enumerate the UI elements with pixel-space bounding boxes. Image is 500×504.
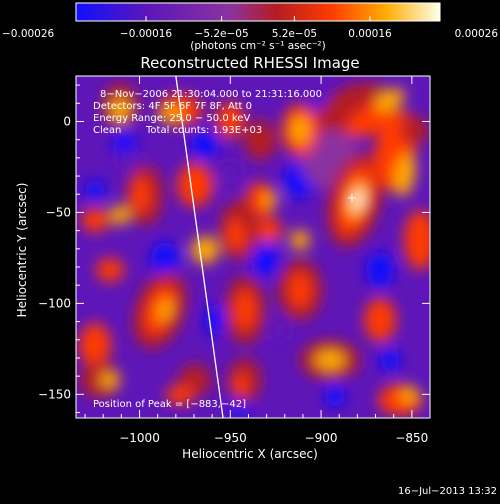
x-tick-label: −900 [305,431,338,445]
peak-position-label: Position of Peak = [−883,−42] [93,399,246,410]
chart-title: Reconstructed RHESSI Image [140,54,359,72]
x-tick-label: −950 [214,431,247,445]
emission-blob [404,210,430,270]
emission-blob [352,190,364,210]
colorbar-tick-label: 0.00026 [455,28,499,40]
emission-blob [110,205,130,225]
generation-timestamp: 16−Jul−2013 13:32 [398,486,497,497]
annotation-time-range: 8−Nov−2006 21:30:04.000 to 21:31:16.000 [100,89,322,100]
y-axis: 0 −50 −100 −150 [38,84,430,414]
x-axis-label: Heliocentric X (arcsec) [182,447,318,461]
x-axis: −1000 −950 −900 −850 [84,76,431,445]
colorbar-unit-label: (photons cm⁻² s⁻¹ asec⁻²) [190,40,325,52]
y-tick-label: −100 [38,296,71,310]
emission-blob [157,298,173,322]
emission-blob [375,88,405,112]
emission-blob [191,131,219,159]
emission-blob [81,208,109,232]
emission-blob [85,180,105,200]
emission-blob [290,230,310,250]
colorbar-tick-label: −0.00016 [120,28,173,40]
emission-blob [100,372,120,388]
annotation-detectors: Detectors: 4F 5F 6F 7F 8F, Att 0 [93,101,252,112]
emission-blob [116,150,144,170]
emission-blob [232,373,248,397]
emission-blob [315,350,345,370]
emission-blob [234,290,256,330]
emission-blob [244,120,276,160]
emission-blob [270,316,290,344]
emission-blob [130,177,150,213]
plot-frame [75,75,431,419]
emission-blob [79,323,111,367]
emission-blob [380,348,400,372]
emission-blob [158,107,182,123]
peak-marker [347,193,356,202]
annotation-clean: Clean [93,125,121,136]
emission-blobs [79,82,430,418]
emission-blob [291,116,309,144]
emission-blob [110,98,130,122]
emission-blob [263,191,277,209]
x-tick-label: −1000 [119,431,160,445]
y-tick-label: 0 [63,114,71,128]
solar-limb-curve [175,76,224,418]
emission-blob [191,236,219,264]
y-axis-label: Heliocentric Y (arcsec) [15,183,29,318]
emission-blob [166,385,194,405]
emission-blob [289,272,311,308]
emission-blob [230,402,250,418]
emission-blob [400,387,420,403]
annotation-total-counts: Total counts: 1.93E+03 [145,125,262,136]
emission-blob [364,298,396,342]
colorbar-tick-label: 0.00016 [348,28,392,40]
emission-blob [401,116,429,144]
colorbar-tick-label: 5.2e−05 [272,28,317,40]
emission-blob [366,252,394,288]
emission-blob [96,258,124,282]
annotation-energy-range: Energy Range: 25.0 − 50.0 keV [93,113,250,124]
y-tick-label: −150 [38,387,71,401]
emission-blob [258,218,282,242]
heatmap-image [76,76,430,418]
x-tick-label: −850 [395,431,428,445]
emission-blob [225,219,245,251]
emission-blob [177,163,213,207]
emission-blob [218,159,242,191]
emission-blob [394,153,416,197]
emission-blob [216,102,244,138]
emission-blob [325,383,345,407]
colorbar [75,2,441,22]
emission-blob [251,242,279,278]
colorbar-tick-label: −5.2e−05 [195,28,249,40]
colorbar-ticks: −0.00026 −0.00016 −5.2e−05 5.2e−05 0.00016 0.… [2,16,498,40]
y-tick-label: −50 [46,205,71,219]
colorbar-tick-label: −0.00026 [2,28,55,40]
emission-blob [151,242,179,278]
